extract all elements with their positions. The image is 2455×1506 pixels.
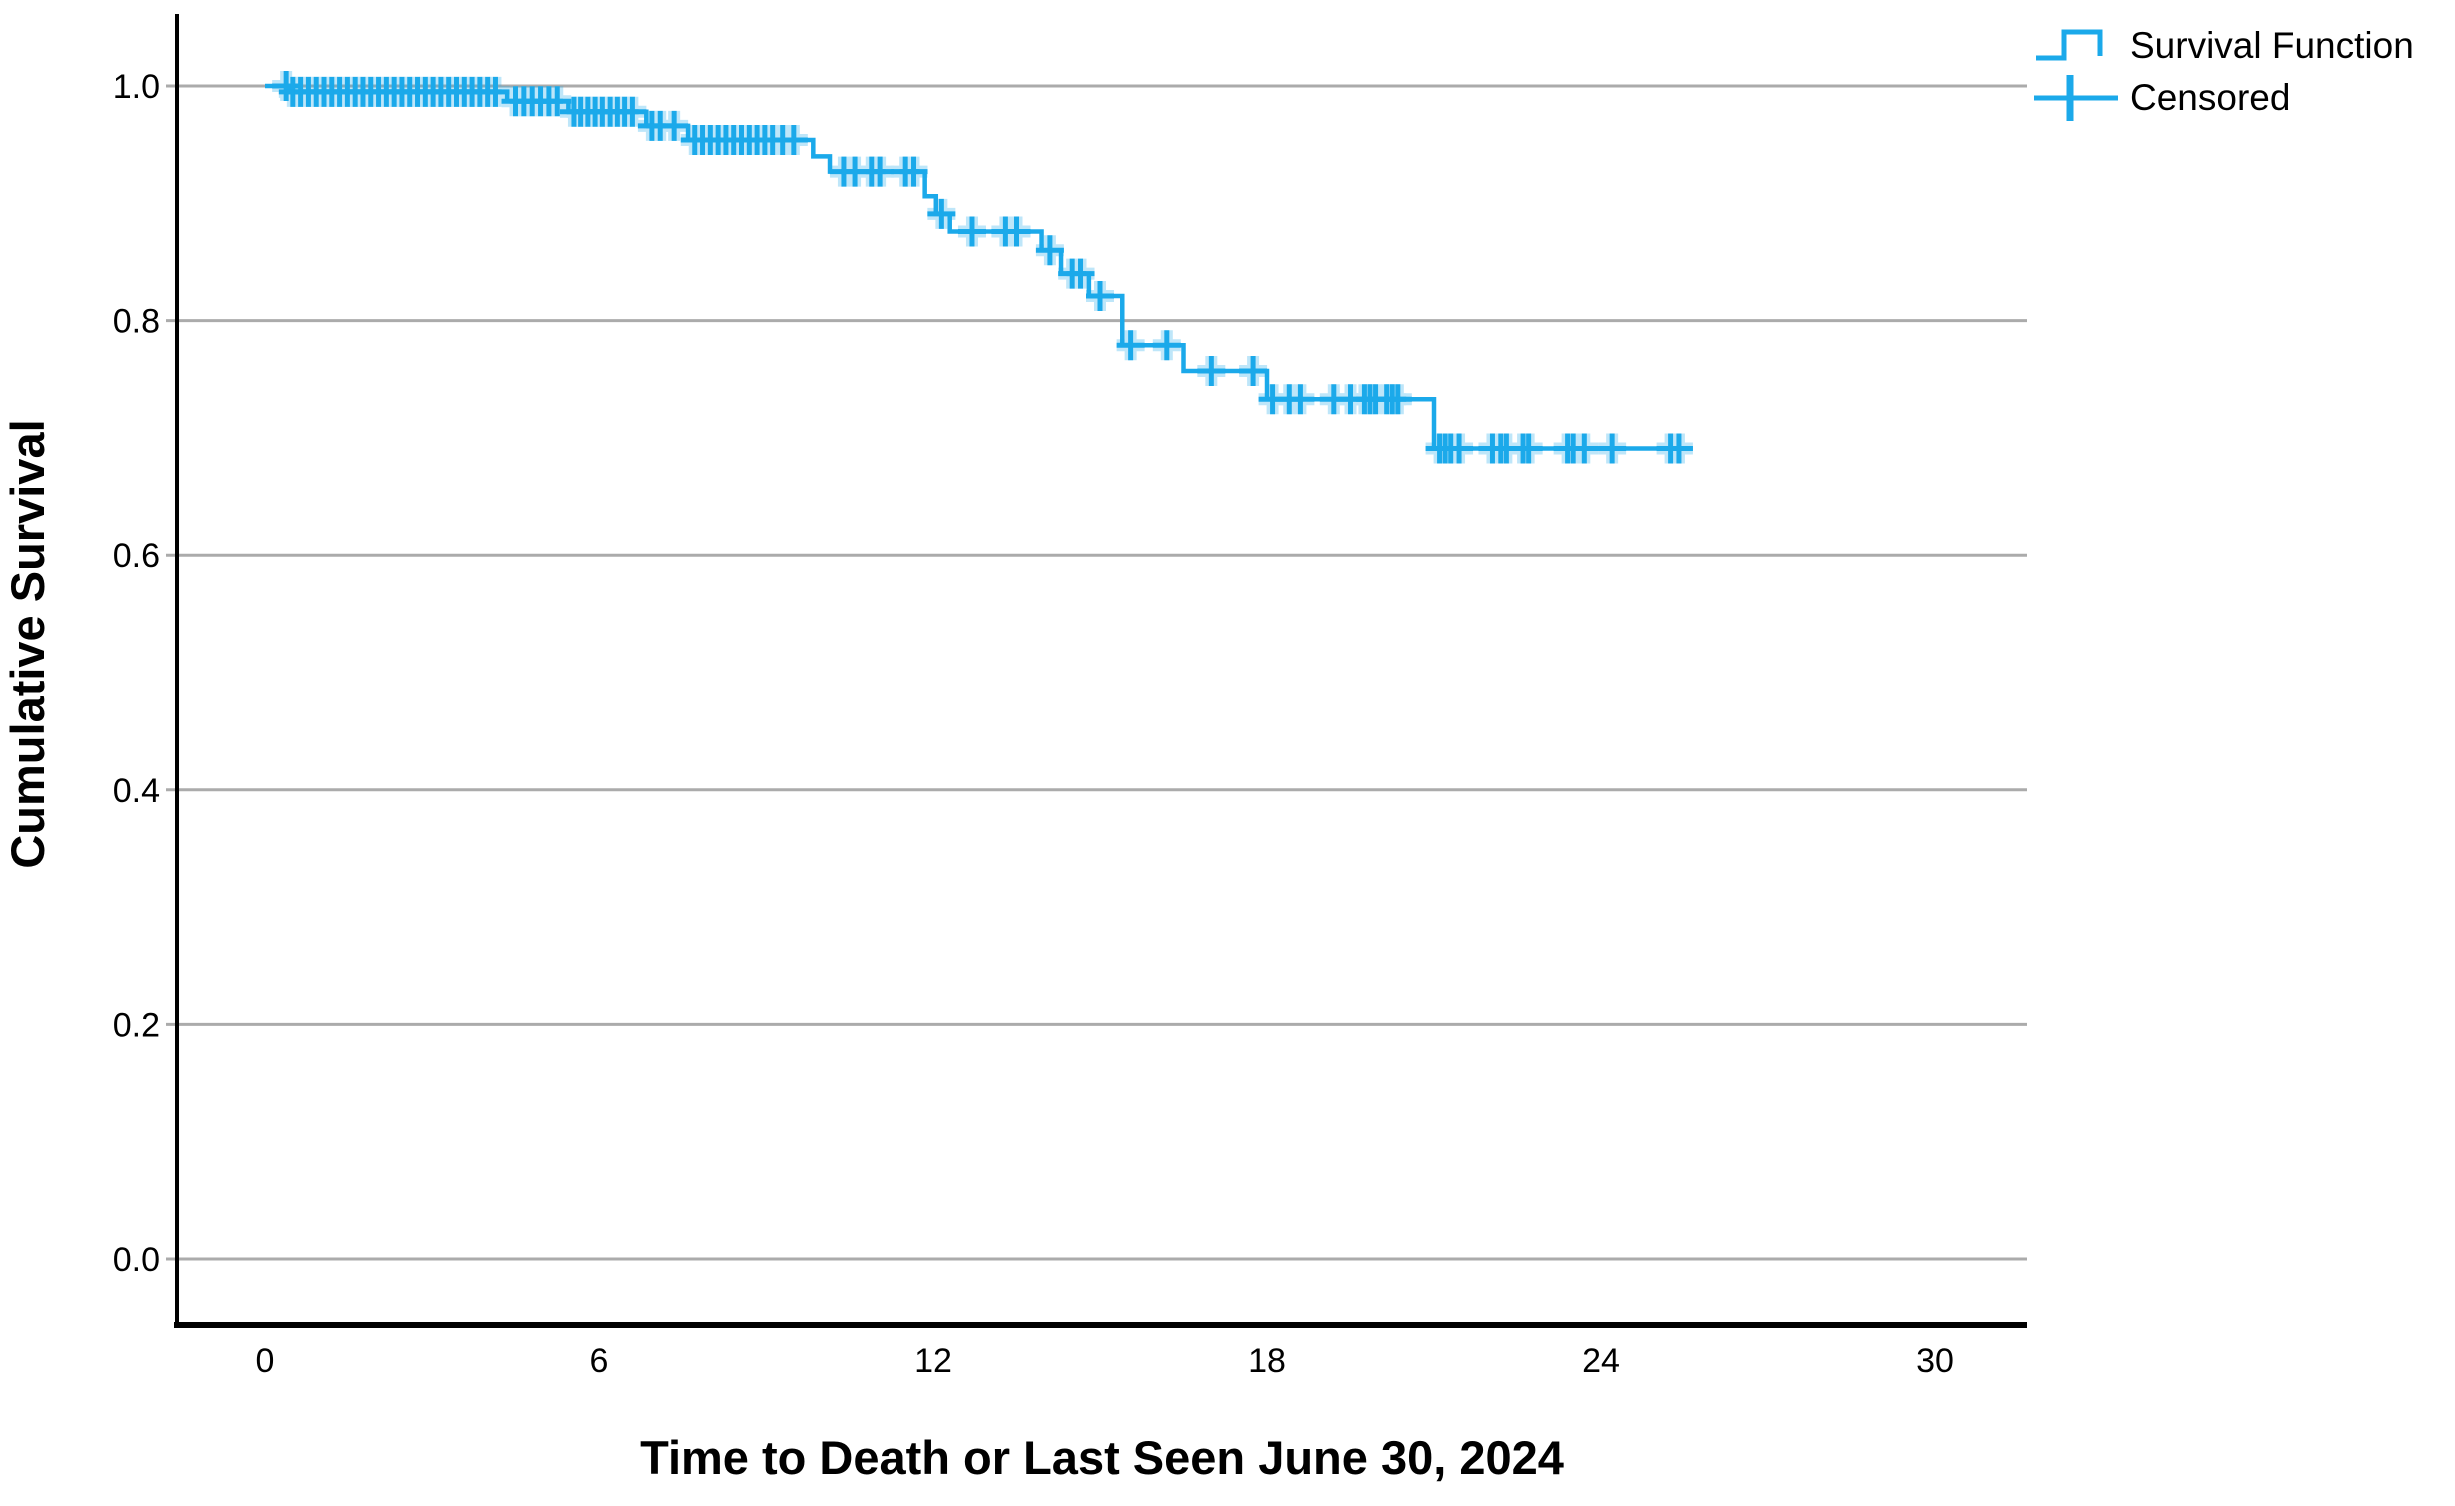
legend-item-censored: Censored [2034,72,2414,124]
y-tick-label: 0.2 [113,1006,160,1044]
y-tick-label: 0.6 [113,537,160,575]
x-tick-label: 24 [1582,1342,1620,1380]
censored-mark [1445,433,1474,464]
censored-mark [1116,330,1145,361]
legend-label-censored: Censored [2130,77,2291,118]
censored-mark [1035,235,1064,266]
censored-mark [957,216,986,247]
censored-marks-halo [272,71,1693,464]
x-tick-label: 0 [256,1342,275,1380]
censored-mark [899,156,928,187]
censored-mark [1197,356,1226,387]
censored-mark [927,198,956,229]
legend-label-survival-function: Survival Function [2130,25,2414,66]
censored-mark [272,71,301,101]
censored-mark [1066,258,1095,289]
survival-function-step-line-icon [2036,29,2103,61]
censored-mark [1383,384,1412,415]
x-tick-label: 6 [590,1342,609,1380]
censored-marks [272,71,1693,464]
censored-mark [1086,280,1115,311]
censored-mark [866,156,895,187]
censored-mark [1514,433,1543,464]
censored-mark [1002,216,1031,247]
survival-curve [265,83,1691,451]
censored-mark [660,110,689,141]
censored-plus-icon [2034,75,2118,121]
y-axis-title: Cumulative Survival [1,419,54,869]
legend-item-survival-function: Survival Function [2034,20,2414,72]
censored-mark [1664,433,1693,464]
censored-mark [543,86,572,117]
y-tick-label: 0.4 [113,772,160,810]
legend: Survival Function Censored [2034,20,2414,124]
censored-mark [1152,330,1181,361]
censored-mark [1598,433,1627,464]
x-axis-title: Time to Death or Last Seen June 30, 2024 [640,1431,1564,1484]
censored-mark [1239,356,1268,387]
x-tick-label: 30 [1916,1342,1954,1380]
censored-mark [1286,384,1315,415]
censored-mark [618,96,647,127]
x-tick-label: 12 [914,1342,952,1380]
y-tick-label: 1.0 [113,68,160,106]
censored-mark [1570,433,1599,464]
x-tick-label: 18 [1248,1342,1286,1380]
censored-mark [481,76,510,107]
censored-mark [779,124,808,155]
y-tick-label: 0.0 [113,1241,160,1279]
y-tick-label: 0.8 [113,303,160,341]
